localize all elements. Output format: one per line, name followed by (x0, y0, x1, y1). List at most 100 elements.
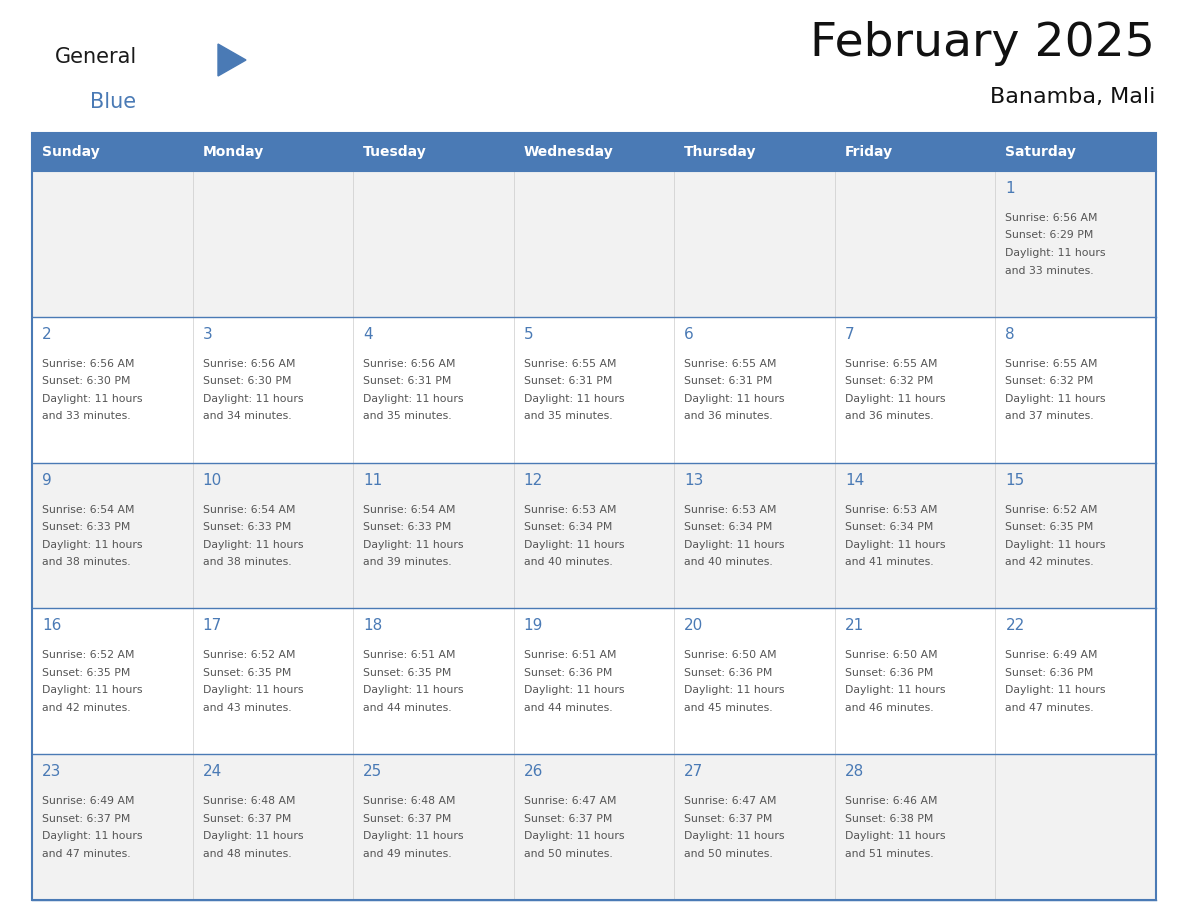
Text: Sunset: 6:35 PM: Sunset: 6:35 PM (364, 668, 451, 677)
Bar (32, 317, 1156, 463)
Text: and 34 minutes.: and 34 minutes. (203, 411, 291, 421)
Text: Sunset: 6:37 PM: Sunset: 6:37 PM (42, 813, 131, 823)
Text: Sunset: 6:36 PM: Sunset: 6:36 PM (845, 668, 934, 677)
Text: February 2025: February 2025 (810, 21, 1155, 66)
Text: Sunrise: 6:50 AM: Sunrise: 6:50 AM (845, 650, 937, 660)
Text: Monday: Monday (203, 145, 264, 159)
Text: and 33 minutes.: and 33 minutes. (1005, 265, 1094, 275)
Text: Daylight: 11 hours: Daylight: 11 hours (1005, 394, 1106, 404)
Text: and 36 minutes.: and 36 minutes. (684, 411, 773, 421)
Text: Sunset: 6:36 PM: Sunset: 6:36 PM (1005, 668, 1094, 677)
Text: Sunset: 6:30 PM: Sunset: 6:30 PM (203, 376, 291, 386)
Polygon shape (219, 44, 246, 76)
Text: and 47 minutes.: and 47 minutes. (1005, 703, 1094, 713)
Text: Sunset: 6:29 PM: Sunset: 6:29 PM (1005, 230, 1094, 241)
Text: Sunrise: 6:56 AM: Sunrise: 6:56 AM (42, 359, 134, 369)
Text: 11: 11 (364, 473, 383, 487)
Text: Daylight: 11 hours: Daylight: 11 hours (203, 394, 303, 404)
Text: Daylight: 11 hours: Daylight: 11 hours (203, 831, 303, 841)
Text: 17: 17 (203, 619, 222, 633)
Bar (32, 463, 1156, 609)
Text: 8: 8 (1005, 327, 1015, 341)
Text: Daylight: 11 hours: Daylight: 11 hours (42, 831, 143, 841)
Text: 24: 24 (203, 764, 222, 779)
Text: and 45 minutes.: and 45 minutes. (684, 703, 773, 713)
Text: Sunrise: 6:55 AM: Sunrise: 6:55 AM (684, 359, 777, 369)
Text: 22: 22 (1005, 619, 1025, 633)
Text: and 38 minutes.: and 38 minutes. (42, 557, 131, 567)
Text: 15: 15 (1005, 473, 1025, 487)
Text: 7: 7 (845, 327, 854, 341)
Bar (32, 755, 1156, 900)
Bar (32, 133, 1156, 171)
Text: Sunrise: 6:48 AM: Sunrise: 6:48 AM (364, 796, 456, 806)
Text: Thursday: Thursday (684, 145, 757, 159)
Text: Daylight: 11 hours: Daylight: 11 hours (845, 831, 946, 841)
Text: and 46 minutes.: and 46 minutes. (845, 703, 934, 713)
Text: 4: 4 (364, 327, 373, 341)
Text: Daylight: 11 hours: Daylight: 11 hours (684, 686, 785, 696)
Text: 3: 3 (203, 327, 213, 341)
Text: Saturday: Saturday (1005, 145, 1076, 159)
Text: 10: 10 (203, 473, 222, 487)
Text: General: General (55, 47, 138, 67)
Text: Daylight: 11 hours: Daylight: 11 hours (364, 540, 463, 550)
Text: 12: 12 (524, 473, 543, 487)
Text: Sunset: 6:37 PM: Sunset: 6:37 PM (524, 813, 612, 823)
Text: Sunset: 6:31 PM: Sunset: 6:31 PM (524, 376, 612, 386)
Text: Sunrise: 6:51 AM: Sunrise: 6:51 AM (524, 650, 617, 660)
Bar (32, 609, 1156, 755)
Text: 5: 5 (524, 327, 533, 341)
Text: 9: 9 (42, 473, 52, 487)
Text: 18: 18 (364, 619, 383, 633)
Text: Sunday: Sunday (42, 145, 100, 159)
Text: Tuesday: Tuesday (364, 145, 426, 159)
Text: and 40 minutes.: and 40 minutes. (524, 557, 613, 567)
Text: 6: 6 (684, 327, 694, 341)
Text: and 40 minutes.: and 40 minutes. (684, 557, 773, 567)
Text: 19: 19 (524, 619, 543, 633)
Text: and 50 minutes.: and 50 minutes. (684, 849, 773, 858)
Text: Daylight: 11 hours: Daylight: 11 hours (1005, 540, 1106, 550)
Text: Sunrise: 6:53 AM: Sunrise: 6:53 AM (524, 505, 617, 515)
Text: Sunset: 6:30 PM: Sunset: 6:30 PM (42, 376, 131, 386)
Text: Daylight: 11 hours: Daylight: 11 hours (42, 540, 143, 550)
Text: Sunrise: 6:52 AM: Sunrise: 6:52 AM (42, 650, 134, 660)
Text: 2: 2 (42, 327, 51, 341)
Text: Sunrise: 6:48 AM: Sunrise: 6:48 AM (203, 796, 295, 806)
Bar (32, 171, 1156, 317)
Text: and 41 minutes.: and 41 minutes. (845, 557, 934, 567)
Text: Sunset: 6:35 PM: Sunset: 6:35 PM (1005, 522, 1094, 532)
Text: and 50 minutes.: and 50 minutes. (524, 849, 613, 858)
Text: and 42 minutes.: and 42 minutes. (1005, 557, 1094, 567)
Text: Daylight: 11 hours: Daylight: 11 hours (684, 394, 785, 404)
Text: Sunrise: 6:53 AM: Sunrise: 6:53 AM (845, 505, 937, 515)
Text: Friday: Friday (845, 145, 893, 159)
Text: Daylight: 11 hours: Daylight: 11 hours (524, 831, 624, 841)
Text: Sunrise: 6:47 AM: Sunrise: 6:47 AM (524, 796, 617, 806)
Text: Sunset: 6:34 PM: Sunset: 6:34 PM (684, 522, 772, 532)
Text: and 38 minutes.: and 38 minutes. (203, 557, 291, 567)
Text: Sunrise: 6:51 AM: Sunrise: 6:51 AM (364, 650, 456, 660)
Text: 25: 25 (364, 764, 383, 779)
Text: Sunrise: 6:54 AM: Sunrise: 6:54 AM (364, 505, 456, 515)
Text: and 48 minutes.: and 48 minutes. (203, 849, 291, 858)
Text: and 33 minutes.: and 33 minutes. (42, 411, 131, 421)
Text: Sunrise: 6:46 AM: Sunrise: 6:46 AM (845, 796, 937, 806)
Text: 27: 27 (684, 764, 703, 779)
Text: Blue: Blue (90, 92, 137, 112)
Text: 26: 26 (524, 764, 543, 779)
Text: Daylight: 11 hours: Daylight: 11 hours (684, 831, 785, 841)
Text: 1: 1 (1005, 181, 1015, 196)
Text: Daylight: 11 hours: Daylight: 11 hours (203, 540, 303, 550)
Text: Daylight: 11 hours: Daylight: 11 hours (845, 394, 946, 404)
Text: Sunrise: 6:54 AM: Sunrise: 6:54 AM (203, 505, 295, 515)
Text: Daylight: 11 hours: Daylight: 11 hours (845, 686, 946, 696)
Text: 28: 28 (845, 764, 864, 779)
Text: Daylight: 11 hours: Daylight: 11 hours (845, 540, 946, 550)
Text: Sunset: 6:32 PM: Sunset: 6:32 PM (845, 376, 934, 386)
Text: Sunrise: 6:56 AM: Sunrise: 6:56 AM (203, 359, 295, 369)
Text: Sunrise: 6:52 AM: Sunrise: 6:52 AM (1005, 505, 1098, 515)
Text: Sunset: 6:35 PM: Sunset: 6:35 PM (42, 668, 131, 677)
Text: Sunset: 6:35 PM: Sunset: 6:35 PM (203, 668, 291, 677)
